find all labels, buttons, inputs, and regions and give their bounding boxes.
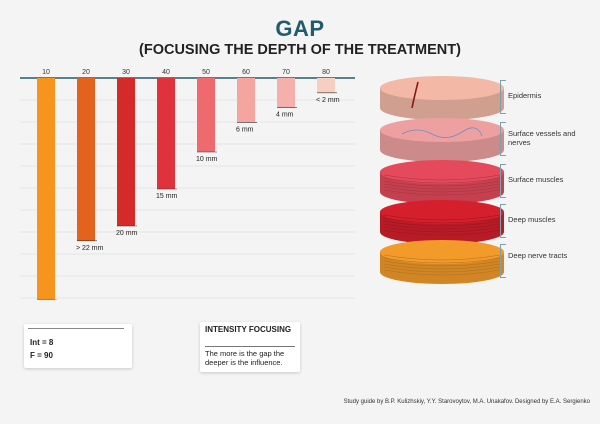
- tick-label: 50: [202, 69, 210, 76]
- fiber-line: [383, 229, 501, 236]
- layer-bracket: [500, 164, 506, 198]
- fiber-line: [383, 214, 501, 221]
- layer-bracket: [500, 122, 506, 156]
- tissue-discs: [380, 76, 504, 284]
- bar-data-label: < 2 mm: [316, 97, 340, 104]
- fiber-line: [383, 217, 501, 224]
- fiber-line: [383, 266, 501, 273]
- fiber-line: [383, 189, 501, 196]
- fiber-line: [383, 226, 501, 233]
- fiber-line: [383, 257, 501, 264]
- layer-label: Surface muscles: [508, 175, 564, 184]
- layer-label: Surface vessels and nerves: [508, 129, 576, 147]
- tick-label: 80: [322, 69, 330, 76]
- fiber-line: [383, 263, 501, 270]
- fiber-line: [383, 186, 501, 193]
- fiber-line: [383, 220, 501, 227]
- page-subtitle: (FOCUSING THE DEPTH OF THE TREATMENT): [139, 42, 461, 58]
- bar-data-label: 10 mm: [196, 156, 218, 163]
- disc-top: [380, 160, 504, 184]
- settings-box: Int = 8 F = 90: [24, 324, 132, 368]
- intensity-focusing-note: INTENSITY FOCUSING The more is the gap t…: [200, 322, 300, 372]
- fiber-line: [383, 177, 501, 184]
- layer-label: Deep nerve tracts: [508, 251, 568, 260]
- layer-bracket: [500, 244, 506, 278]
- fiber-line: [383, 223, 501, 230]
- intensity-note-description: The more is the gap the deeper is the in…: [205, 349, 285, 367]
- layer-bracket: [500, 80, 506, 114]
- bar: [277, 78, 295, 108]
- bar: [237, 78, 255, 123]
- bar: [197, 78, 215, 152]
- intensity-note-divider: [205, 346, 295, 347]
- layer-bracket: [500, 204, 506, 238]
- disc-top: [380, 240, 504, 264]
- disc-top: [380, 118, 504, 142]
- tissue-layers-diagram: Epidermis Surface vessels and nerves Surfa…: [372, 72, 600, 302]
- vessel-line: [401, 127, 483, 138]
- bar-data-label: 4 mm: [276, 112, 294, 119]
- layer-label: Epidermis: [508, 91, 542, 100]
- intensity-note-title: INTENSITY FOCUSING: [205, 325, 292, 334]
- fiber-line: [383, 269, 501, 276]
- hair-icon: [411, 81, 419, 109]
- bar: [117, 78, 135, 226]
- bar: [77, 78, 95, 241]
- fiber-line: [383, 260, 501, 267]
- tick-label: 20: [82, 69, 90, 76]
- bar-data-label: > 22 mm: [76, 245, 104, 252]
- tick-label: 40: [162, 69, 170, 76]
- tick-label: 30: [122, 69, 130, 76]
- frequency-value: F = 90: [30, 351, 53, 360]
- tick-label: 60: [242, 69, 250, 76]
- intensity-value: Int = 8: [30, 338, 54, 347]
- fiber-line: [383, 183, 501, 190]
- disc-top: [380, 200, 504, 224]
- tick-label: 70: [282, 69, 290, 76]
- tick-label: 10: [42, 69, 50, 76]
- fiber-line: [383, 254, 501, 261]
- bar: [37, 78, 55, 300]
- fiber-line: [383, 174, 501, 181]
- bar: [157, 78, 175, 189]
- bar-data-label: 6 mm: [236, 126, 254, 133]
- bar-data-label: 20 mm: [116, 230, 138, 237]
- disc-top: [380, 76, 504, 100]
- layer-label: Deep muscles: [508, 215, 556, 224]
- bar-data-label: 15 mm: [156, 193, 178, 200]
- page-title: GAP: [275, 16, 325, 41]
- fiber-line: [383, 180, 501, 187]
- settings-divider: [28, 328, 124, 329]
- credits: Study guide by B.P. Kulizhskiy, Y.Y. Sta…: [343, 399, 590, 405]
- bar: [317, 78, 335, 93]
